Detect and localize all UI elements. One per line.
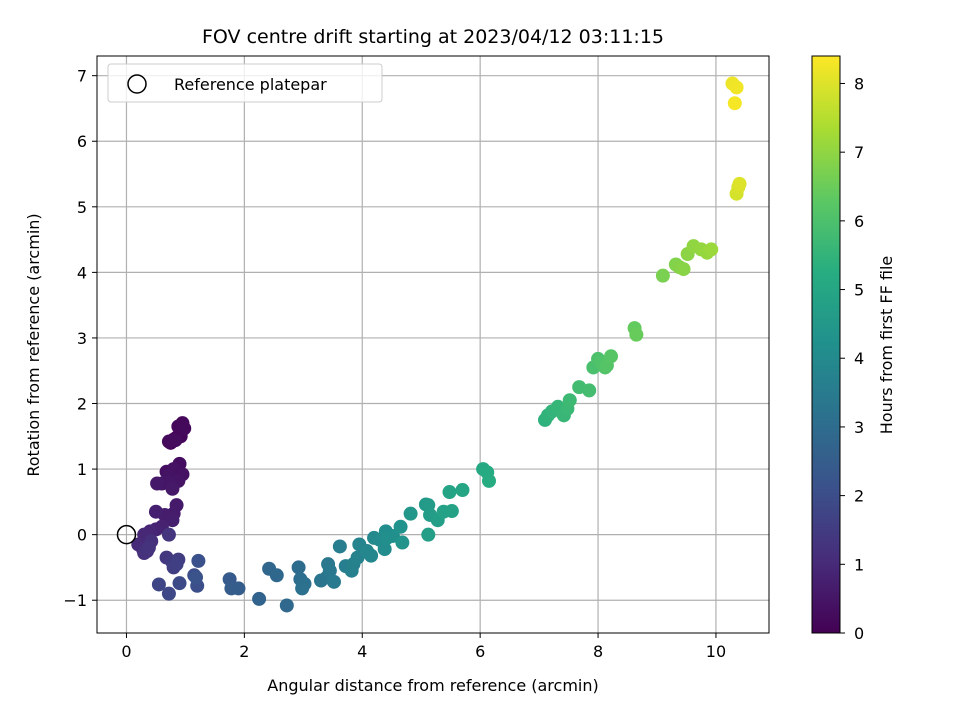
y-tick-label: 0 <box>77 526 87 545</box>
legend-label-reference-platepar: Reference platepar <box>174 75 327 94</box>
y-tick-label: 7 <box>77 67 87 86</box>
colorbar-tick-label: 6 <box>854 212 864 231</box>
data-point <box>269 568 284 583</box>
data-point <box>393 519 408 534</box>
data-point <box>704 242 719 257</box>
y-tick-label: 4 <box>77 263 87 282</box>
data-point <box>172 576 187 591</box>
data-point <box>421 527 436 542</box>
grid-lines <box>97 56 769 633</box>
colorbar-tick-label: 8 <box>854 74 864 93</box>
y-tick-label: 1 <box>77 460 87 479</box>
legend: Reference platepar <box>107 63 383 103</box>
colorbar-tick-label: 1 <box>854 555 864 574</box>
colorbar-tick-label: 5 <box>854 281 864 300</box>
data-point <box>326 574 341 589</box>
legend-box <box>107 63 383 103</box>
y-axis-ticks: −1 0 1 2 3 4 5 6 7 <box>63 67 97 610</box>
y-axis-title: Rotation from reference (arcmin) <box>24 213 43 476</box>
x-axis-title: Angular distance from reference (arcmin) <box>267 676 598 695</box>
data-point <box>161 527 176 542</box>
y-tick-label: 2 <box>77 395 87 414</box>
colorbar-ticks: 0 1 2 3 4 5 6 7 8 <box>840 74 864 643</box>
reference-platepar-marker <box>116 524 137 545</box>
data-point <box>604 349 619 364</box>
data-point <box>629 327 644 342</box>
data-points <box>131 76 747 613</box>
colorbar-tick-label: 3 <box>854 418 864 437</box>
data-point <box>295 581 310 596</box>
colorbar-tick-label: 4 <box>854 349 864 368</box>
colorbar-gradient <box>811 55 841 634</box>
data-point <box>729 80 744 95</box>
data-point <box>151 577 166 592</box>
data-point <box>732 176 747 191</box>
data-point <box>676 262 691 277</box>
x-axis-ticks: 0 2 4 6 8 10 <box>121 633 726 661</box>
data-point <box>189 570 204 585</box>
data-point <box>191 553 206 568</box>
x-tick-label: 4 <box>357 642 367 661</box>
colorbar-tick-label: 2 <box>854 487 864 506</box>
data-point <box>562 393 577 408</box>
data-point <box>322 563 337 578</box>
data-point <box>169 557 184 572</box>
data-point <box>279 598 294 613</box>
y-tick-label: −1 <box>63 591 87 610</box>
data-point <box>165 481 180 496</box>
plot-frame <box>96 55 770 634</box>
chart-title: FOV centre drift starting at 2023/04/12 … <box>202 26 664 48</box>
data-point <box>150 476 165 491</box>
colorbar-tick-label: 7 <box>854 143 864 162</box>
data-point <box>395 535 410 550</box>
data-point <box>252 591 267 606</box>
data-point <box>482 473 496 488</box>
data-point <box>148 504 163 519</box>
data-point <box>364 548 379 563</box>
y-tick-label: 3 <box>77 329 87 348</box>
legend-open-circle-marker <box>127 74 147 94</box>
data-point <box>231 581 246 596</box>
x-tick-label: 8 <box>593 642 603 661</box>
x-tick-label: 0 <box>121 642 131 661</box>
x-tick-label: 2 <box>239 642 249 661</box>
data-point <box>332 539 347 554</box>
x-tick-label: 10 <box>706 642 726 661</box>
data-point <box>582 383 597 398</box>
data-point <box>727 96 742 111</box>
data-point <box>291 560 306 575</box>
colorbar-tick-label: 0 <box>854 624 864 643</box>
data-point <box>442 485 457 500</box>
colorbar-title: Hours from first FF file <box>877 256 896 435</box>
data-point <box>141 540 156 555</box>
data-point <box>377 542 392 557</box>
y-tick-label: 5 <box>77 198 87 217</box>
data-point <box>403 506 418 521</box>
y-tick-label: 6 <box>77 132 87 151</box>
data-point <box>655 268 670 283</box>
data-point <box>165 513 180 528</box>
data-point <box>168 433 183 448</box>
data-point <box>444 504 459 519</box>
data-point <box>161 586 176 601</box>
colorbar: 0 1 2 3 4 5 6 7 8 Hours from first FF file <box>811 55 896 643</box>
data-point <box>455 483 470 498</box>
data-point <box>177 421 192 436</box>
x-tick-label: 6 <box>475 642 485 661</box>
